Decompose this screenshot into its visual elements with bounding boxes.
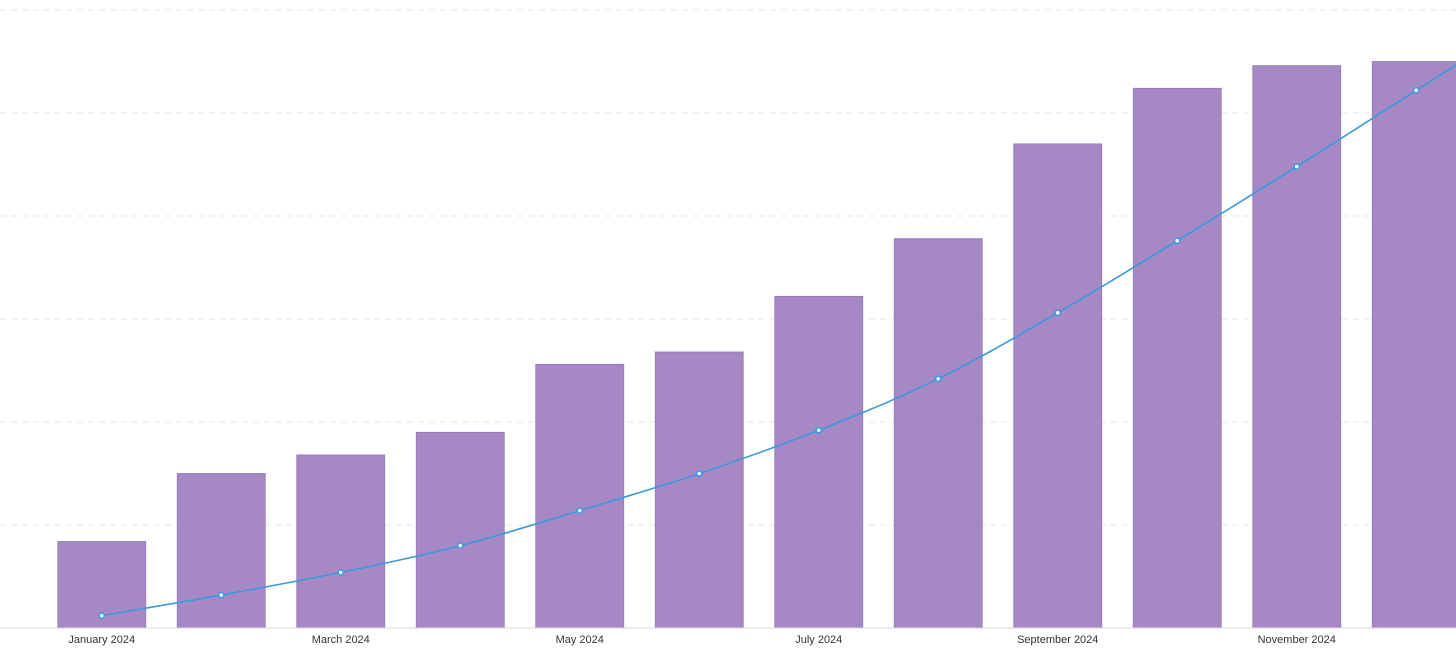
x-tick-label: November 2024 (1258, 634, 1336, 646)
bar-10 (1132, 87, 1222, 629)
bar-series (57, 61, 1456, 629)
line-point-2 (217, 591, 225, 599)
line-point-8 (934, 375, 942, 383)
bar-4 (415, 431, 505, 629)
x-axis: January 2024 March 2024 May 2024 July 2024 S… (0, 627, 1456, 646)
bar-11 (1252, 65, 1342, 629)
bar-6 (654, 351, 744, 629)
bar-3 (296, 454, 386, 629)
bar-12 (1371, 61, 1456, 629)
line-point-10 (1173, 237, 1181, 245)
x-tick-label: July 2024 (795, 634, 842, 646)
line-point-11 (1293, 163, 1301, 170)
x-tick-label: March 2024 (312, 634, 370, 646)
bar-5 (535, 363, 625, 629)
line-point-3 (337, 568, 345, 576)
bar-8 (893, 238, 983, 629)
line-point-4 (456, 542, 464, 549)
line-point-7 (815, 426, 823, 434)
line-point-1 (98, 612, 106, 620)
line-point-9 (1054, 309, 1062, 317)
line-point-6 (695, 470, 703, 477)
x-tick-label: January 2024 (68, 634, 135, 646)
x-tick-label: May 2024 (556, 634, 604, 646)
bar-9 (1013, 143, 1103, 629)
bar-7 (774, 295, 864, 629)
line-point-5 (576, 507, 584, 514)
bar-2 (176, 473, 266, 629)
line-point-12 (1412, 86, 1420, 94)
x-tick-label: September 2024 (1017, 634, 1098, 646)
line-series (98, 64, 1456, 620)
